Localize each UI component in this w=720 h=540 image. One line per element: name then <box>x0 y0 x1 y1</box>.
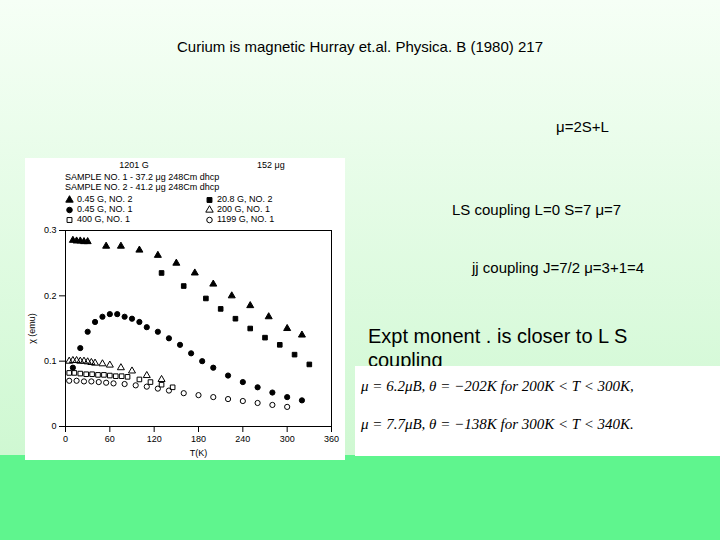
html-text:152 μg: 152 μg <box>257 160 285 170</box>
html-text:0.45 G, NO. 1: 0.45 G, NO. 1 <box>77 204 133 214</box>
html-text:200 G, NO. 1: 200 G, NO. 1 <box>217 204 270 214</box>
html-text:SAMPLE NO. 1 - 37.2 μg 248Cm d: SAMPLE NO. 1 - 37.2 μg 248Cm dhcp <box>65 172 220 182</box>
html-text:μ = 6.2μB, θ = −202K for 200K: μ = 6.2μB, θ = −202K for 200K < T < 300K… <box>361 378 634 394</box>
html-text:μ = 7.7μB, θ = −138K for 300K: μ = 7.7μB, θ = −138K for 300K < T < 340K… <box>361 416 634 432</box>
html-text:Expt monent . is closer to L S: Expt monent . is closer to L S coupling <box>368 325 628 371</box>
html-text:SAMPLE NO. 2 - 41.2 μg 248Cm d: SAMPLE NO. 2 - 41.2 μg 248Cm dhcp <box>65 182 220 192</box>
svg-text:360: 360 <box>324 434 339 444</box>
html-text:0.45 G, NO. 2: 0.45 G, NO. 2 <box>77 194 133 204</box>
svg-text:0.2: 0.2 <box>44 291 57 301</box>
svg-text:0: 0 <box>51 421 56 431</box>
html-text:1199 G, NO. 1: 1199 G, NO. 1 <box>217 214 275 224</box>
svg-text:0: 0 <box>63 434 68 444</box>
svg-text:240: 240 <box>235 434 250 444</box>
html-text:LS coupling L=0 S=7 μ=7: LS coupling L=0 S=7 μ=7 <box>452 201 622 218</box>
svg-text:0.1: 0.1 <box>44 356 57 366</box>
svg-text:60: 60 <box>105 434 115 444</box>
svg-text:180: 180 <box>191 434 206 444</box>
html-text:μ=2S+L: μ=2S+L <box>556 118 609 135</box>
html-text:1201 G: 1201 G <box>119 160 149 170</box>
svg-text:120: 120 <box>147 434 162 444</box>
html-text:20.8 G, NO. 2: 20.8 G, NO. 2 <box>217 194 273 204</box>
html-text:400 G, NO. 1: 400 G, NO. 1 <box>77 214 130 224</box>
svg-text:0.3: 0.3 <box>44 225 57 235</box>
svg-text:300: 300 <box>280 434 295 444</box>
svg-text:χ (emu): χ (emu) <box>27 313 37 344</box>
svg-text:T(K): T(K) <box>190 448 208 458</box>
html-text:jj coupling J=7/2 μ=3+1=4: jj coupling J=7/2 μ=3+1=4 <box>472 259 645 276</box>
html-text:Curium is magnetic Hurray et.a: Curium is magnetic Hurray et.al. Physica… <box>177 38 543 55</box>
